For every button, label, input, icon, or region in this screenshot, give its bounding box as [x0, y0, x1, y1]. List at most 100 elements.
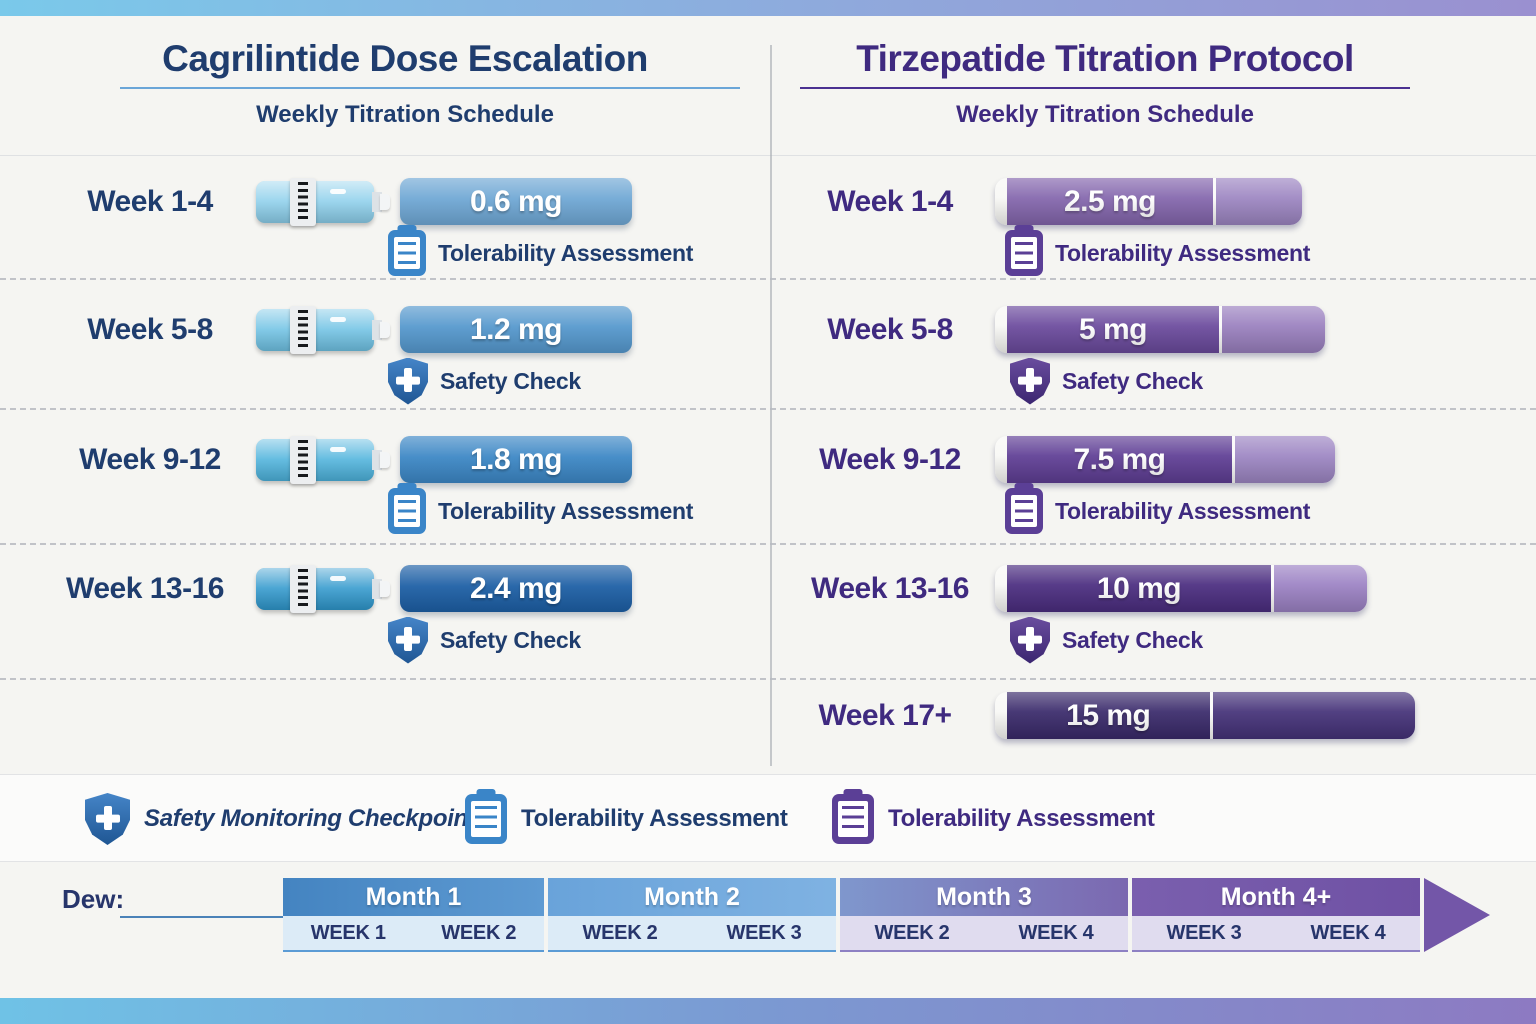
dose-bar: 7.5 mg: [995, 436, 1335, 483]
month-label: Month 4+: [1220, 882, 1332, 911]
right-week-range: Week 13-16: [811, 572, 969, 605]
injection-pen-icon: [256, 178, 390, 226]
right-panel-header: Tirzepatide Titration Protocol Weekly Ti…: [795, 38, 1415, 129]
injection-pen-icon: [256, 565, 390, 613]
bottom-gradient-bar: [0, 998, 1536, 1024]
week-cell: WEEK 1: [310, 922, 386, 944]
checkpoint: Tolerability Assessment: [1005, 486, 1310, 536]
left-panel-subtitle: Weekly Titration Schedule: [256, 101, 554, 128]
week-cell: WEEK 3: [726, 922, 802, 944]
checkpoint-label: Tolerability Assessment: [438, 239, 694, 266]
checkpoint: Safety Check: [388, 356, 581, 406]
checkpoint-label: Safety Check: [440, 626, 581, 653]
dose-value: 5 mg: [1078, 313, 1148, 346]
checkpoint: Safety Check: [388, 615, 581, 665]
left-panel-header: Cagrilintide Dose Escalation Weekly Titr…: [60, 38, 750, 129]
left-week-range: Week 5-8: [87, 313, 213, 346]
row-separator-dashed: [0, 543, 1536, 545]
dose-bar: 2.4 mg: [400, 565, 632, 612]
left-panel-title: Cagrilintide Dose Escalation: [60, 38, 750, 80]
week-cell: WEEK 2: [582, 922, 658, 944]
clipboard-icon: [388, 230, 426, 276]
legend-label: Tolerability Assessment: [521, 805, 788, 832]
shield-icon: [1010, 357, 1050, 405]
dose-bar: 15 mg: [995, 692, 1415, 739]
injection-pen-icon: [256, 436, 390, 484]
timeline-underline: [120, 916, 283, 918]
week-cell: WEEK 4: [1310, 922, 1386, 944]
checkpoint: Safety Check: [1010, 615, 1203, 665]
right-week-range: Week 1-4: [827, 185, 953, 218]
timeline-month-3: Month 3 WEEK 2 WEEK 4: [840, 878, 1128, 952]
checkpoint-label: Safety Check: [1062, 367, 1203, 394]
shield-icon: [388, 357, 428, 405]
timeline-label: Dew:: [62, 884, 125, 914]
row-separator-dashed: [0, 408, 1536, 410]
dose-value: 2.5 mg: [1063, 185, 1157, 218]
right-week-range: Week 17+: [818, 699, 952, 732]
checkpoint-label: Tolerability Assessment: [1055, 239, 1311, 266]
timeline-month-2: Month 2 WEEK 2 WEEK 3: [548, 878, 836, 952]
legend-item-tolerability-purple: Tolerability Assessment: [832, 775, 1155, 863]
clipboard-icon: [388, 488, 426, 534]
legend-item-safety: Safety Monitoring Checkpoint: [85, 775, 476, 863]
row-separator-dashed: [0, 678, 1536, 680]
left-week-range: Week 9-12: [79, 443, 221, 476]
timeline-arrow-icon: [1424, 878, 1490, 952]
left-drug-name: Cagrilintide: [162, 38, 360, 79]
injection-pen-icon: [256, 306, 390, 354]
shield-icon: [1010, 616, 1050, 664]
timeline-months: Month 1 WEEK 1 WEEK 2 Month 2 WEEK 2 WEE…: [283, 878, 1420, 952]
right-panel-title: Tirzepatide Titration Protocol: [795, 38, 1415, 80]
clipboard-icon: [1005, 230, 1043, 276]
dose-value: 7.5 mg: [1073, 443, 1166, 476]
shield-icon: [85, 793, 130, 845]
month-label: Month 2: [644, 882, 740, 911]
right-title-underline: [800, 87, 1410, 89]
left-title-rest: Dose Escalation: [359, 38, 648, 79]
legend-label: Tolerability Assessment: [888, 805, 1155, 832]
legend-item-tolerability-blue: Tolerability Assessment: [465, 775, 788, 863]
clipboard-icon: [832, 794, 874, 844]
header-separator-line: [0, 155, 1536, 156]
right-week-range: Week 5-8: [827, 313, 953, 346]
checkpoint: Tolerability Assessment: [1005, 228, 1310, 278]
month-label: Month 1: [365, 882, 462, 911]
week-cell: WEEK 3: [1166, 922, 1242, 944]
checkpoint: Tolerability Assessment: [388, 486, 693, 536]
right-title-rest: Titration Protocol: [1045, 38, 1354, 79]
week-cell: WEEK 2: [874, 922, 950, 944]
dose-bar: 10 mg: [995, 565, 1367, 612]
checkpoint: Safety Check: [1010, 356, 1203, 406]
shield-icon: [388, 616, 428, 664]
week-cell: WEEK 2: [441, 922, 517, 944]
right-drug-name: Tirzepatide: [856, 38, 1046, 79]
left-title-underline: [120, 87, 740, 89]
dose-bar: 2.5 mg: [995, 178, 1302, 225]
left-week-range: Week 1-4: [87, 185, 213, 218]
legend-band: Safety Monitoring Checkpoint Tolerabilit…: [0, 774, 1536, 862]
timeline-month-1: Month 1 WEEK 1 WEEK 2: [283, 878, 544, 952]
checkpoint-label: Safety Check: [1062, 626, 1203, 653]
dose-bar: 1.8 mg: [400, 436, 632, 483]
row-separator-dashed: [0, 278, 1536, 280]
dose-value: 10 mg: [1096, 572, 1182, 605]
timeline-month-4: Month 4+ WEEK 3 WEEK 4: [1132, 878, 1420, 952]
checkpoint-label: Safety Check: [440, 367, 581, 394]
week-cell: WEEK 4: [1018, 922, 1094, 944]
right-panel-subtitle: Weekly Titration Schedule: [956, 101, 1254, 128]
clipboard-icon: [1005, 488, 1043, 534]
dose-bar: 1.2 mg: [400, 306, 632, 353]
dose-value: 1.2 mg: [469, 313, 563, 346]
dose-value: 2.4 mg: [469, 572, 563, 605]
month-label: Month 3: [936, 882, 1032, 911]
clipboard-icon: [465, 794, 507, 844]
checkpoint: Tolerability Assessment: [388, 228, 693, 278]
legend-label: Safety Monitoring Checkpoint: [144, 805, 476, 832]
checkpoint-label: Tolerability Assessment: [1055, 497, 1311, 524]
dose-value: 15 mg: [1066, 699, 1151, 732]
column-divider-line: [770, 45, 772, 766]
right-week-range: Week 9-12: [819, 443, 961, 476]
checkpoint-label: Tolerability Assessment: [438, 497, 694, 524]
